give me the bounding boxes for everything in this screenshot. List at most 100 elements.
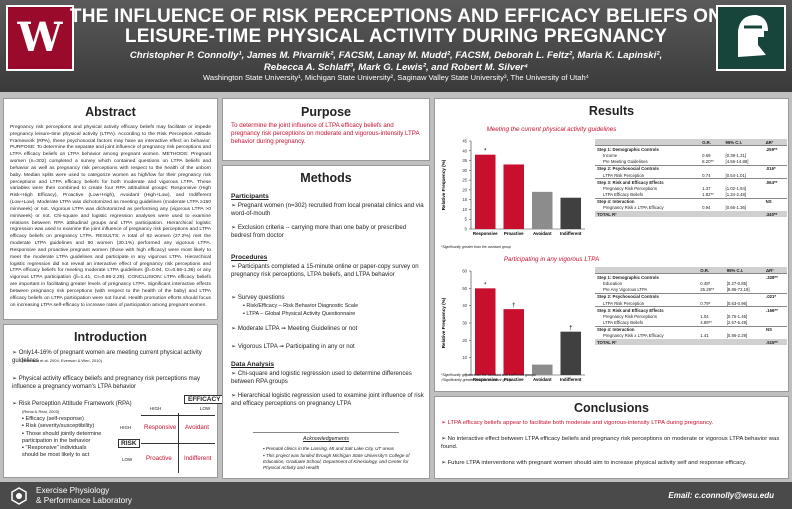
table-row: Step 1: Demographic Controls .259** [595,145,787,153]
significance-mark: † [569,326,572,332]
conclusion-2: ➢ No interactive effect between LTPA eff… [441,436,780,450]
rpa-subbullets: ▪ Efficacy (self-response) ▪ Risk (sever… [22,416,102,460]
intro-bullet-1: ➢ Only14-16% of pregnant women are meeti… [12,350,202,364]
efficacy-low: LOW [200,406,211,411]
procedures-3: ➢ Moderate LTPA ➞ Meeting Guidelines or … [231,325,358,332]
risk-label: RISK [118,439,140,448]
efficacy-high: HIGH [150,406,162,411]
results-subtitle-1: Meeting the current physical activity gu… [486,126,617,133]
intro-ref-3: (Rimal & Real, 2003) [22,409,60,414]
table-row: LTPA Efficacy Beliefs 4.89** [2.57-6.49] [603,320,748,326]
conclusion-3: ➢ Future LTPA interventions with pregnan… [441,460,747,466]
intro-bullet-3-text: Risk Perception Attitude Framework (RPA) [18,401,132,407]
intro-bullet-2-text: Physical activity efficacy beliefs and p… [12,376,201,390]
y-tick-label: 30 [462,168,467,173]
y-tick-label: 50 [462,286,467,291]
table-row: TOTAL R² .340** [595,211,787,218]
results-note-1: *Significantly greater than the avoidant… [441,245,511,249]
table-row: LTPA Risk Perception 0.74 [0.54-1.01] [603,172,747,178]
regression-table-vigorous: O.R. 95% C.I. ΔR² Step 1: Demographic Contr… [595,267,787,346]
lab-name-line-1: Exercise Physiology [36,486,110,495]
bar-chart-vigorous: 0 10 20 30 40 50 60 Relative Frequency (%) Respo… [441,269,585,382]
abstract-text: Pregnancy risk perceptions and physical … [10,125,211,308]
bar-indifferent [560,331,582,375]
methods-panel: Methods Participants ➢ Pregnant women (n… [222,165,430,479]
y-tick-label: 10 [462,207,467,212]
table-row: Step 2: Psychosocial Controls .016* [595,164,787,172]
table-row: Pregnancy Risk Perceptions 1.37 [1.02-1.84… [603,185,747,191]
intro-bullet-2: ➢ Physical activity efficacy beliefs and… [12,376,201,390]
results-subtitle-2: Participating in any vigorous LTPA [503,256,600,263]
y-axis-label: Relative Frequency (%) [441,159,446,210]
poster-header: W THE INFLUENCE OF RISK PERCEPTIONS AND … [0,0,792,92]
data-analysis-heading: Data Analysis [231,361,275,368]
contact-email: Email: c.connolly@wsu.edu [668,491,774,500]
rpa-indifferent: Indifferent [184,455,212,462]
y-tick-label: 0 [465,227,468,232]
y-tick-label: 10 [462,355,467,360]
significance-mark: † [512,303,515,309]
procedures-4: ➢ Vigorous LTPA ➞ Participating in any o… [231,343,355,350]
abstract-panel: Abstract Pregnancy risk perceptions and … [3,98,218,320]
y-tick-label: 15 [462,197,467,202]
y-tick-label: 40 [462,148,467,153]
intro-bullet-1-text: Only14-16% of pregnant women are meeting… [12,350,202,364]
y-tick-label: 30 [462,321,467,326]
bar-indifferent [560,197,582,229]
table-row: Step 1: Demographic Controls .328** [595,273,787,281]
purpose-text: To determine the joint influence of LTPA… [231,122,420,146]
regression-table-moderate: O.R. 95% C.I. ΔR² Step 1: Demographic Contr… [595,139,787,218]
table-row: Education 0.48* [0.27-0.85] [603,280,748,286]
y-tick-label: 45 [462,139,467,144]
lab-logo-icon [11,487,27,505]
table-row: Step 2: Psychosocial Controls .021* [595,292,787,300]
bar-responsive [474,154,496,229]
y-axis-label: Relative Frequency (%) [441,297,446,348]
table-row: Step 4: Interaction NS [595,325,787,333]
efficacy-label: EFFICACY [184,395,225,404]
y-tick-label: 35 [462,158,467,163]
conclusion-1: ➢ LTPA efficacy beliefs appear to facili… [441,420,714,426]
procedures-2a: ▪ Risk/Efficacy – Risk Behavior Diagnost… [243,303,359,309]
significance-mark: * [484,282,487,288]
footer: Exercise Physiology & Performance Laborat… [0,482,792,509]
table-row: TOTAL R² .515** [595,339,787,346]
y-tick-label: 25 [462,178,467,183]
y-tick-label: 20 [462,338,467,343]
x-tick-label: Responsive [473,377,498,382]
table-row: LTPA Risk Perception 0.79* [0.63-0.96] [603,300,748,306]
rpa-grid: EFFICACY HIGH LOW HIGH RISK LOW Responsi… [104,393,225,475]
table-row: Pre Meeting Guidelines 8.20** [4.56-14.88] [603,159,749,165]
participants-2: ➢ Exclusion criteria -- carrying more th… [231,224,407,239]
risk-high: HIGH [120,425,132,430]
table-row: Pregnancy Risk Perceptions 1.04 [0.75-1.46… [603,313,748,319]
results-panel: Results Meeting the current physical act… [434,98,789,392]
participants-1: ➢ Pregnant women (n=302) recruited from … [231,202,424,217]
acknowledgements-heading: Acknowledgements [303,436,349,442]
x-tick-label: Indifferent [560,231,582,236]
table-header-row: O.R. 95% C.I. ΔR² [595,139,787,146]
bar-chart-moderate: 0 5 10 15 20 25 30 35 40 45 Relative Frequency (%)… [441,139,585,236]
conclusions-heading: Conclusions [573,401,649,415]
results-note-2b: †Significantly greater than the avoidant… [441,378,512,382]
results-note-2a: *Significantly greater than the avoidant… [441,373,536,377]
x-tick-label: Avoidant [533,377,552,382]
introduction-panel: Introduction ➢ Only14-16% of pregnant wo… [3,324,225,478]
x-tick-label: Proactive [504,377,524,382]
rpa-avoidant: Avoidant [185,424,209,431]
lab-name: Exercise Physiology & Performance Laborat… [36,486,132,506]
svg-text:W: W [17,14,64,61]
y-tick-label: 40 [462,303,467,308]
authors-line-1: Christopher P. Connolly¹, James M. Pivar… [129,50,663,61]
procedures-1: ➢ Participants completed a 15-minute onl… [231,263,419,278]
data-analysis-2: ➢ Hierarchical logistic regression used … [231,392,424,407]
y-tick-label: 60 [462,269,467,274]
y-tick-label: 20 [462,187,467,192]
acknowledgement-1: ▪ Prenatal clinics in the Lansing, MI an… [263,446,394,451]
table-row: Pre Any Vigorous LTPA 25.29** [8.86-72.19] [603,287,750,293]
y-tick-label: 5 [465,217,468,222]
table-row: Pregnancy Risk x LTPA Efficacy 1.41 [0.86-… [603,333,748,339]
methods-heading: Methods [300,171,352,185]
conclusions-panel: Conclusions ➢ LTPA efficacy beliefs appe… [434,396,789,479]
rpa-sub-3: ▪ Those should jointly determine partici… [22,430,102,444]
